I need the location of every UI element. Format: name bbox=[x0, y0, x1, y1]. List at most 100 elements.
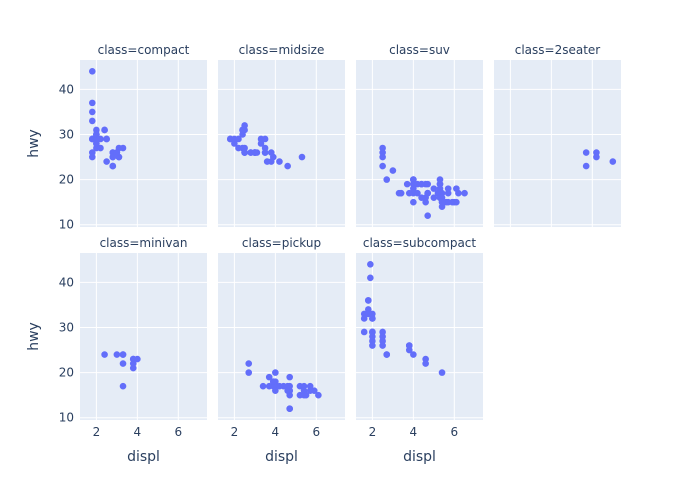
facet-background bbox=[356, 60, 483, 227]
x-tick-label: 6 bbox=[175, 425, 183, 439]
facet-panel: class=compact 10 20 30 40 hwy bbox=[26, 43, 207, 232]
data-point bbox=[410, 185, 417, 192]
data-point bbox=[231, 140, 238, 147]
data-point bbox=[270, 153, 277, 161]
data-point bbox=[101, 351, 108, 358]
x-tick-label: 6 bbox=[451, 425, 459, 439]
data-point bbox=[306, 387, 314, 394]
x-axis-title: displ bbox=[265, 449, 298, 465]
facet-title: class=compact bbox=[98, 43, 190, 57]
data-point bbox=[113, 149, 121, 156]
facet-background bbox=[356, 253, 483, 420]
x-tick-label: 2 bbox=[231, 425, 239, 439]
data-point bbox=[422, 198, 429, 206]
data-point bbox=[379, 328, 386, 336]
data-point bbox=[364, 310, 372, 318]
data-point bbox=[379, 342, 386, 349]
data-point bbox=[436, 176, 444, 183]
data-point bbox=[300, 382, 308, 390]
data-point bbox=[93, 140, 100, 147]
y-tick-label: 30 bbox=[59, 127, 74, 141]
data-point bbox=[383, 176, 391, 183]
data-point bbox=[379, 333, 386, 340]
facet-title: class=minivan bbox=[100, 236, 188, 250]
x-tick-label: 2 bbox=[369, 425, 377, 439]
data-point bbox=[88, 153, 96, 161]
data-point bbox=[261, 135, 269, 143]
data-point bbox=[239, 126, 246, 134]
data-point bbox=[88, 149, 96, 156]
data-point bbox=[119, 360, 127, 367]
facet-panel: class=minivan 10 20 30 40 hwy 2 4 6 displ bbox=[26, 236, 207, 465]
data-point bbox=[360, 328, 368, 336]
data-point bbox=[302, 391, 310, 399]
data-point bbox=[453, 198, 460, 206]
data-point bbox=[379, 144, 386, 152]
y-tick-label: 40 bbox=[59, 82, 74, 96]
data-point bbox=[436, 185, 444, 192]
data-point bbox=[276, 158, 283, 165]
facet-panel: class=midsize bbox=[218, 43, 345, 227]
x-tick-label: 4 bbox=[410, 425, 418, 439]
data-point bbox=[109, 153, 117, 161]
data-point bbox=[453, 185, 460, 192]
data-point bbox=[272, 387, 279, 394]
data-point bbox=[251, 149, 259, 156]
y-tick-label: 20 bbox=[59, 366, 74, 380]
data-point bbox=[582, 162, 590, 170]
data-point bbox=[369, 328, 376, 336]
y-tick-label: 40 bbox=[59, 275, 74, 289]
data-point bbox=[88, 117, 96, 125]
data-point bbox=[369, 333, 376, 340]
y-axis-title: hwy bbox=[26, 322, 42, 351]
data-point bbox=[284, 162, 291, 170]
x-tick-label: 4 bbox=[272, 425, 280, 439]
data-point bbox=[369, 315, 376, 322]
data-point bbox=[369, 337, 376, 345]
data-point bbox=[88, 67, 96, 75]
data-point bbox=[436, 180, 444, 188]
data-point bbox=[93, 126, 100, 134]
data-point bbox=[461, 189, 468, 197]
facet-panel: class=pickup 2 4 6 displ bbox=[218, 236, 345, 465]
x-axis-title: displ bbox=[127, 449, 160, 465]
facet-background bbox=[494, 60, 621, 227]
facet-title: class=2seater bbox=[515, 43, 601, 57]
data-point bbox=[93, 131, 100, 138]
x-axis-title: displ bbox=[403, 449, 436, 465]
data-point bbox=[286, 373, 293, 381]
data-point bbox=[405, 342, 413, 349]
data-point bbox=[582, 149, 590, 156]
data-point bbox=[109, 162, 117, 170]
data-point bbox=[245, 360, 253, 367]
data-point bbox=[360, 315, 368, 322]
data-point bbox=[103, 135, 110, 143]
data-point bbox=[263, 158, 271, 165]
data-point bbox=[241, 149, 248, 156]
data-point bbox=[593, 149, 600, 156]
data-point bbox=[436, 194, 444, 201]
data-point bbox=[88, 108, 96, 116]
data-point bbox=[113, 351, 121, 358]
data-point bbox=[389, 167, 397, 174]
data-point bbox=[593, 153, 600, 161]
data-point bbox=[379, 153, 386, 161]
data-point bbox=[422, 360, 429, 367]
x-tick-label: 6 bbox=[313, 425, 321, 439]
data-point bbox=[97, 144, 104, 152]
facet-title: class=pickup bbox=[242, 236, 321, 250]
facet-panel: class=subcompact 2 4 6 displ bbox=[356, 236, 483, 465]
data-point bbox=[422, 355, 429, 363]
data-point bbox=[241, 144, 248, 152]
data-point bbox=[424, 180, 431, 188]
data-point bbox=[414, 189, 421, 197]
data-point bbox=[379, 149, 386, 156]
data-point bbox=[418, 194, 425, 201]
data-point bbox=[403, 180, 411, 188]
data-point bbox=[410, 198, 417, 206]
data-point bbox=[364, 306, 372, 313]
data-point bbox=[405, 346, 413, 354]
data-point bbox=[265, 373, 273, 381]
data-point bbox=[424, 212, 431, 220]
